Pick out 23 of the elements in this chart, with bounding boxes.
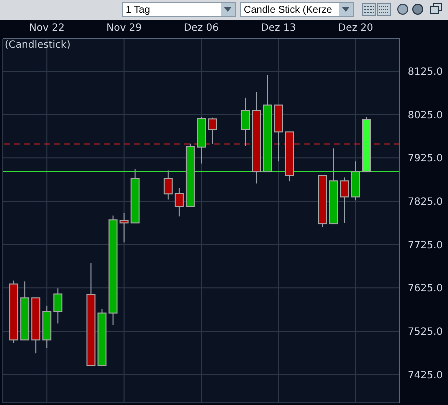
candlestick — [164, 170, 173, 200]
candlestick — [174, 188, 184, 218]
candlestick — [120, 212, 129, 244]
candlestick — [340, 177, 350, 224]
y-tick-label: 7825.0 — [408, 197, 443, 208]
text: 1 Tag — [126, 5, 150, 16]
x-tick-label: Dez 20 — [338, 23, 374, 34]
y-tick-label: 7725.0 — [408, 240, 443, 252]
text: Candle Stick (Kerze — [244, 5, 332, 16]
candlestick — [208, 117, 218, 145]
x-tick-label: Dez 06 — [184, 23, 220, 34]
candlestick — [54, 288, 63, 324]
candlestick — [241, 97, 250, 147]
y-tick-label: 7425.0 — [408, 370, 443, 382]
y-tick-label: 8125.0 — [408, 67, 443, 78]
x-tick-label: Nov 29 — [106, 23, 142, 34]
x-tick-label: Dez 13 — [261, 23, 296, 34]
x-tick-label: Nov 22 — [29, 23, 65, 34]
y-tick-label: 7925.0 — [408, 154, 443, 165]
y-tick-label: 7525.0 — [408, 327, 443, 338]
y-tick-label: 7625.0 — [408, 284, 443, 295]
y-tick-label: 8025.0 — [408, 110, 443, 122]
chart-title: (Candlestick) — [5, 40, 71, 51]
